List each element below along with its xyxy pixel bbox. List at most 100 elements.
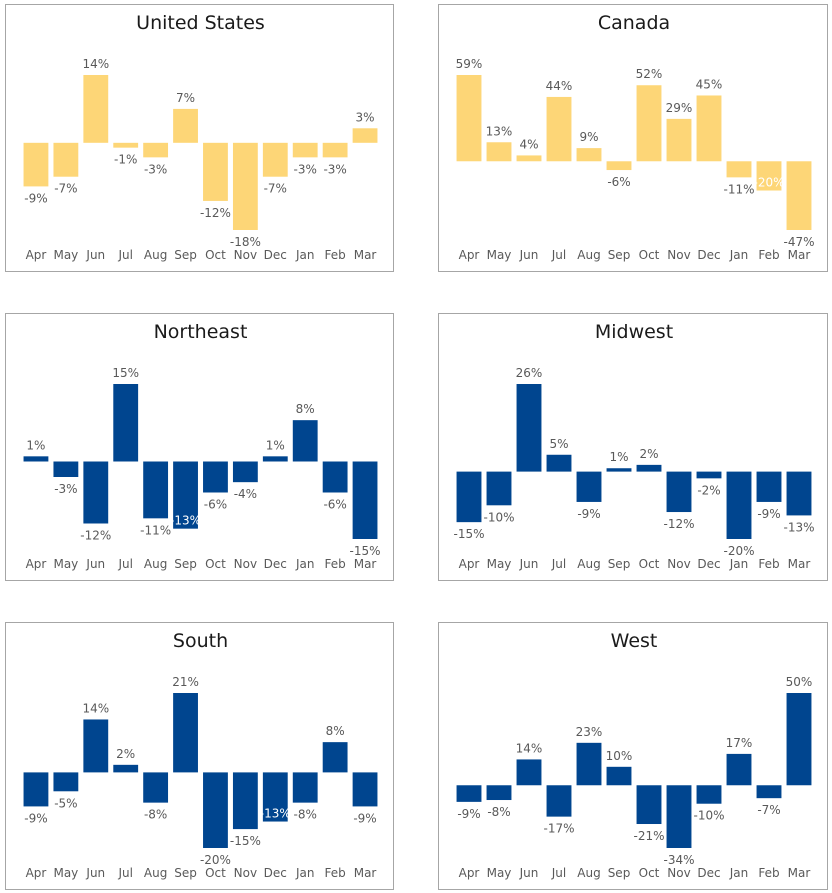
data-label: -3%: [144, 162, 167, 176]
x-tick-label: Aug: [577, 248, 600, 262]
data-label: -15%: [230, 834, 261, 848]
data-label: 14%: [82, 57, 109, 71]
data-label: -18%: [230, 235, 261, 249]
x-tick-label: Mar: [354, 248, 377, 262]
bar-apr: [456, 785, 482, 802]
data-label: -3%: [323, 162, 346, 176]
bar-feb: [322, 142, 348, 158]
bar-nov: [666, 471, 692, 513]
data-label: -2%: [697, 483, 720, 497]
x-tick-label: Oct: [639, 557, 660, 571]
bar-jun: [83, 719, 109, 773]
data-label: -9%: [457, 807, 480, 821]
data-label: -8%: [487, 805, 510, 819]
data-label: -20%: [723, 544, 754, 558]
data-label: -11%: [140, 523, 171, 537]
x-tick-label: Jul: [551, 866, 566, 880]
x-tick-label: Oct: [205, 866, 226, 880]
bar-mar: [786, 471, 812, 516]
x-tick-label: Aug: [577, 866, 600, 880]
bar-oct: [636, 785, 662, 825]
bar-may: [53, 142, 79, 177]
data-label: -4%: [234, 487, 257, 501]
x-tick-label: Nov: [667, 557, 690, 571]
x-tick-label: Apr: [26, 557, 47, 571]
x-tick-label: Dec: [697, 248, 720, 262]
x-tick-label: Apr: [26, 248, 47, 262]
bar-jun: [516, 155, 542, 162]
x-tick-label: Apr: [459, 557, 480, 571]
bar-feb: [322, 742, 348, 773]
x-tick-label: Jan: [295, 248, 315, 262]
data-label: -47%: [783, 235, 814, 249]
bar-dec: [262, 772, 288, 822]
x-tick-label: Sep: [608, 866, 631, 880]
chart-south: South -9% Apr -5% May 14% Jun 2% Jul -8% Aug 21% Sep…: [23, 630, 378, 880]
x-tick-label: May: [487, 248, 512, 262]
data-label: -13%: [170, 514, 201, 528]
bar-jan: [726, 753, 752, 786]
x-tick-label: Apr: [459, 248, 480, 262]
chart-northeast: Northeast 1% Apr -3% May-12% Jun 15% Jul -11% Aug…: [23, 321, 381, 571]
x-tick-label: Aug: [577, 557, 600, 571]
data-label: -20%: [200, 853, 231, 867]
x-tick-label: Dec: [697, 866, 720, 880]
x-tick-label: Aug: [144, 866, 167, 880]
data-label: 3%: [356, 110, 375, 124]
bar-oct: [636, 85, 662, 162]
data-label: -5%: [54, 796, 77, 810]
bar-oct: [203, 461, 228, 493]
data-label: -7%: [54, 182, 77, 196]
bar-sep: [606, 766, 632, 786]
data-label: -12%: [663, 517, 694, 531]
data-label: -20%: [753, 176, 784, 190]
bar-aug: [143, 461, 169, 519]
chart-midwest: Midwest -15% Apr -10% May 26% Jun 5% Jul -9% Aug 1%…: [453, 321, 814, 571]
bar-aug: [143, 772, 169, 803]
x-tick-label: Feb: [325, 557, 346, 571]
x-tick-label: Oct: [205, 557, 226, 571]
x-tick-label: Sep: [174, 866, 197, 880]
chart-panel-midwest: Midwest -15% Apr -10% May 26% Jun 5% Jul -9% Aug 1%…: [438, 313, 828, 581]
x-tick-label: Sep: [608, 557, 631, 571]
bar-jun: [83, 75, 109, 143]
bar-jan: [292, 420, 318, 462]
x-tick-label: Feb: [758, 557, 779, 571]
bar-feb: [756, 161, 782, 191]
bar-feb: [756, 785, 782, 799]
data-label: 1%: [609, 450, 628, 464]
bar-jan: [726, 471, 752, 539]
bar-may: [486, 142, 512, 162]
x-tick-label: Mar: [354, 557, 377, 571]
bar-may: [53, 461, 79, 477]
chart-west: West -9% Apr -8% May 14% Jun -17% Jul 23% Aug 10% Se…: [456, 630, 812, 880]
x-tick-label: Nov: [667, 248, 690, 262]
bar-mar: [352, 128, 378, 143]
bar-apr: [23, 772, 49, 807]
bar-oct: [203, 142, 228, 201]
x-tick-label: Mar: [788, 866, 811, 880]
x-tick-label: Nov: [234, 248, 257, 262]
bar-aug: [576, 148, 602, 162]
x-tick-label: Oct: [205, 248, 226, 262]
data-label: -8%: [294, 808, 317, 822]
chart-title: West: [611, 630, 658, 652]
data-label: -15%: [453, 527, 484, 541]
x-tick-label: Apr: [26, 866, 47, 880]
bar-may: [486, 785, 512, 801]
data-label: -13%: [260, 807, 291, 821]
data-label: 59%: [456, 57, 483, 71]
x-tick-label: Feb: [758, 866, 779, 880]
bar-jul: [113, 384, 139, 462]
chart-title: South: [173, 630, 228, 652]
data-label: 26%: [516, 366, 543, 380]
data-label: -21%: [633, 829, 664, 843]
bar-nov: [232, 142, 258, 230]
chart-canada: Canada 59% Apr 13% May 4% Jun 44% Jul 9% Aug -6% Sep…: [456, 12, 815, 262]
bar-nov: [666, 118, 692, 162]
x-tick-label: Jul: [117, 248, 132, 262]
data-label: 29%: [666, 101, 693, 115]
x-tick-label: Jun: [85, 557, 105, 571]
x-tick-label: Oct: [639, 248, 660, 262]
chart-title: Midwest: [595, 321, 673, 343]
